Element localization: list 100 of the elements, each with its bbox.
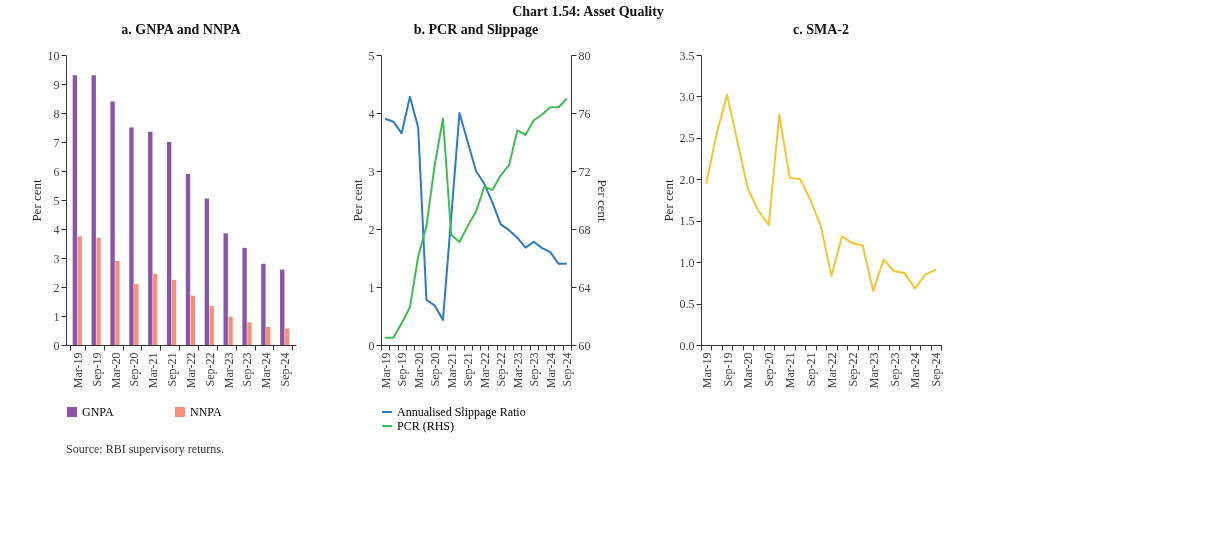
y2-tick-label: 76 — [578, 106, 591, 121]
y-tick-label: 10 — [47, 48, 60, 63]
source-note: Source: RBI supervisory returns. — [66, 442, 224, 456]
y-axis-title: Per cent — [660, 179, 676, 222]
y-tick-label: 5 — [53, 193, 60, 208]
y2-tick-label: 60 — [578, 338, 591, 353]
x-tick-label: Mar-22 — [824, 352, 839, 389]
x-tick-label: Mar-24 — [259, 352, 274, 389]
x-tick-label: Sep-21 — [804, 352, 819, 387]
x-tick-label: Sep-20 — [428, 352, 443, 387]
x-tick-label: Mar-21 — [783, 352, 798, 389]
y-tick-label: 2 — [53, 280, 60, 295]
x-tick-label: Sep-21 — [461, 352, 476, 387]
bar — [72, 75, 78, 345]
y-tick-label: 3.5 — [679, 48, 695, 63]
bar — [129, 127, 134, 345]
x-tick-label: Mar-20 — [411, 352, 426, 389]
x-tick-label: Mar-21 — [146, 352, 161, 389]
y-tick-label: 0 — [368, 338, 375, 353]
bar — [247, 322, 252, 345]
x-tick-label: Sep-23 — [887, 352, 902, 387]
bar — [185, 173, 191, 345]
x-tick-label: Mar-20 — [741, 352, 756, 389]
x-tick-label: Sep-22 — [494, 352, 509, 387]
y2-axis-title: Per cent — [594, 179, 610, 222]
bar — [204, 198, 210, 345]
y2-tick-label: 68 — [578, 222, 591, 237]
bar — [261, 263, 266, 345]
y-tick-label: 4 — [368, 106, 375, 121]
y-tick-label: 5 — [368, 48, 375, 63]
y-tick-label: 1.5 — [679, 214, 695, 229]
y-tick-label: 3.0 — [679, 89, 695, 104]
y-tick-label: 0 — [53, 338, 60, 353]
bar — [266, 327, 271, 345]
x-tick-label: Mar-23 — [221, 352, 236, 389]
bar — [242, 247, 247, 345]
bar — [148, 131, 153, 345]
bar — [110, 101, 115, 345]
y2-tick-label: 64 — [578, 280, 591, 295]
bar — [280, 269, 285, 345]
y-tick-label: 1 — [53, 309, 60, 324]
chart-title: a. GNPA and NNPA — [121, 22, 242, 37]
chart-title: c. SMA-2 — [793, 22, 849, 37]
legend-label: Annualised Slippage Ratio — [397, 405, 526, 419]
y-axis-title: Per cent — [349, 179, 365, 222]
x-tick-label: Mar-22 — [183, 352, 198, 389]
y-tick-label: 3 — [53, 251, 60, 266]
y-tick-label: 9 — [53, 77, 60, 92]
y-tick-label: 6 — [53, 164, 60, 179]
x-tick-label: Mar-23 — [510, 352, 525, 389]
x-tick-label: Sep-20 — [127, 352, 142, 387]
x-tick-label: Mar-24 — [543, 352, 558, 389]
x-tick-label: Sep-24 — [560, 352, 575, 387]
legend-label: GNPA — [82, 405, 114, 419]
bar — [190, 295, 196, 345]
x-tick-label: Sep-19 — [395, 352, 410, 387]
x-tick-label: Mar-21 — [444, 352, 459, 389]
bar — [152, 273, 158, 345]
y-tick-label: 7 — [53, 135, 60, 150]
x-tick-label: Sep-20 — [762, 352, 777, 387]
x-tick-label: Mar-22 — [477, 352, 492, 389]
x-tick-label: Sep-24 — [278, 352, 293, 387]
y-tick-label: 2.5 — [679, 131, 695, 146]
bar — [115, 260, 120, 345]
bar — [284, 328, 290, 345]
y-tick-label: 2.0 — [679, 172, 695, 187]
y2-tick-label: 80 — [578, 48, 591, 63]
bar — [223, 233, 228, 345]
y-tick-label: 0.0 — [679, 338, 695, 353]
x-tick-label: Mar-23 — [866, 352, 881, 389]
bar — [134, 284, 139, 345]
x-tick-label: Mar-20 — [108, 352, 123, 389]
y-tick-label: 0.5 — [679, 297, 695, 312]
legend-label: NNPA — [190, 405, 222, 419]
line-series — [705, 93, 937, 293]
x-tick-label: Sep-22 — [202, 352, 217, 387]
x-tick-label: Mar-19 — [699, 352, 714, 389]
y-tick-label: 1.0 — [679, 255, 695, 270]
bar — [96, 237, 101, 345]
y-axis-title: Per cent — [28, 179, 44, 222]
y-tick-label: 4 — [53, 222, 60, 237]
caption: Chart 1.54: Asset Quality — [512, 4, 664, 19]
x-tick-label: Sep-21 — [165, 352, 180, 387]
x-tick-label: Sep-24 — [929, 352, 944, 387]
x-tick-label: Sep-22 — [845, 352, 860, 387]
bar — [209, 305, 214, 345]
y-tick-label: 1 — [368, 280, 375, 295]
x-tick-label: Mar-24 — [908, 352, 923, 389]
y-tick-label: 2 — [368, 222, 375, 237]
x-tick-label: Sep-23 — [240, 352, 255, 387]
bar — [166, 142, 172, 345]
legend-label: PCR (RHS) — [397, 419, 455, 433]
x-tick-label: Sep-23 — [527, 352, 542, 387]
bar — [171, 279, 177, 345]
y-tick-label: 3 — [368, 164, 375, 179]
x-tick-label: Mar-19 — [70, 352, 85, 389]
x-tick-label: Mar-19 — [378, 352, 393, 389]
bar — [91, 75, 96, 345]
y-tick-label: 8 — [53, 106, 60, 121]
bar — [228, 316, 233, 345]
